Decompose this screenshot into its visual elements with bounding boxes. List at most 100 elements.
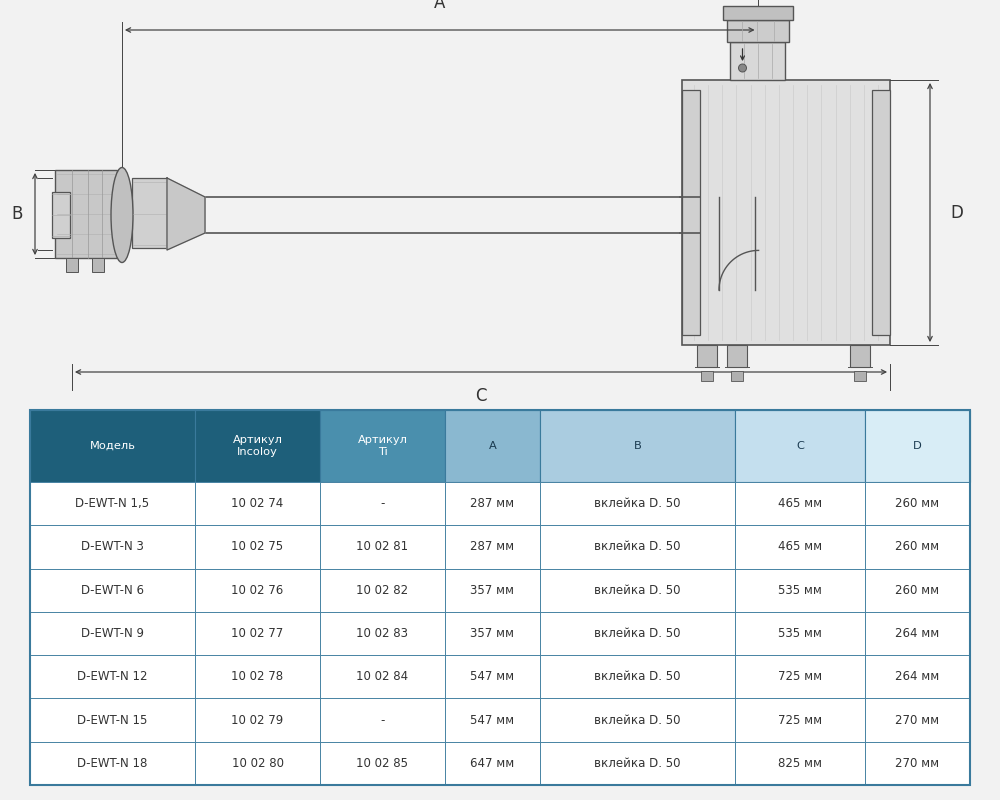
Text: 10 02 79: 10 02 79 xyxy=(231,714,284,726)
Bar xyxy=(445,655,540,698)
Text: 535 мм: 535 мм xyxy=(778,627,822,640)
Text: 260 мм: 260 мм xyxy=(895,584,940,597)
Text: Артикул
Incoloy: Артикул Incoloy xyxy=(232,435,283,457)
Bar xyxy=(30,569,195,612)
Text: 10 02 74: 10 02 74 xyxy=(231,497,284,510)
Bar xyxy=(445,410,540,482)
Text: A: A xyxy=(434,0,445,12)
Bar xyxy=(30,410,970,785)
Text: 260 мм: 260 мм xyxy=(895,497,940,510)
Bar xyxy=(865,410,970,482)
Text: D-EWT-N 9: D-EWT-N 9 xyxy=(81,627,144,640)
Text: вклейка D. 50: вклейка D. 50 xyxy=(594,584,681,597)
Text: D-EWT-N 18: D-EWT-N 18 xyxy=(77,757,148,770)
Text: 465 мм: 465 мм xyxy=(778,541,822,554)
Text: 270 мм: 270 мм xyxy=(895,714,940,726)
Bar xyxy=(195,410,320,482)
Text: 547 мм: 547 мм xyxy=(470,714,515,726)
Text: 357 мм: 357 мм xyxy=(470,584,514,597)
Text: 547 мм: 547 мм xyxy=(470,670,515,683)
Bar xyxy=(540,526,735,569)
Text: 725 мм: 725 мм xyxy=(778,670,822,683)
Text: 10 02 85: 10 02 85 xyxy=(356,757,408,770)
Text: D-EWT-N 6: D-EWT-N 6 xyxy=(81,584,144,597)
Bar xyxy=(320,655,445,698)
Bar xyxy=(701,371,713,381)
Bar xyxy=(320,526,445,569)
Bar xyxy=(735,698,865,742)
Bar xyxy=(132,178,167,248)
Bar xyxy=(445,482,540,526)
Text: B: B xyxy=(634,441,641,451)
Text: вклейка D. 50: вклейка D. 50 xyxy=(594,541,681,554)
Text: 264 мм: 264 мм xyxy=(895,627,940,640)
Bar xyxy=(735,410,865,482)
Text: C: C xyxy=(796,441,804,451)
Bar xyxy=(30,612,195,655)
Text: 357 мм: 357 мм xyxy=(470,627,514,640)
Bar xyxy=(730,42,785,80)
Text: -: - xyxy=(380,497,385,510)
Bar xyxy=(30,655,195,698)
Ellipse shape xyxy=(111,167,133,262)
Bar xyxy=(682,80,890,345)
Bar xyxy=(320,410,445,482)
Circle shape xyxy=(738,64,746,72)
Text: D: D xyxy=(913,441,922,451)
Bar xyxy=(445,698,540,742)
Text: D-EWT-N 3: D-EWT-N 3 xyxy=(81,541,144,554)
Text: 270 мм: 270 мм xyxy=(895,757,940,770)
Text: 647 мм: 647 мм xyxy=(470,757,515,770)
Bar xyxy=(682,90,700,335)
Bar xyxy=(865,569,970,612)
Bar xyxy=(195,655,320,698)
Bar xyxy=(540,698,735,742)
Text: D-EWT-N 12: D-EWT-N 12 xyxy=(77,670,148,683)
Bar xyxy=(726,20,788,42)
Text: 10 02 77: 10 02 77 xyxy=(231,627,284,640)
Bar xyxy=(30,698,195,742)
Bar xyxy=(540,482,735,526)
Bar xyxy=(320,698,445,742)
Bar xyxy=(445,612,540,655)
Bar xyxy=(66,258,78,272)
Bar xyxy=(865,742,970,785)
Bar xyxy=(735,482,865,526)
Bar xyxy=(195,698,320,742)
Text: 725 мм: 725 мм xyxy=(778,714,822,726)
Bar xyxy=(320,569,445,612)
Bar xyxy=(735,569,865,612)
Bar xyxy=(445,526,540,569)
Text: вклейка D. 50: вклейка D. 50 xyxy=(594,757,681,770)
Bar xyxy=(735,612,865,655)
Text: 287 мм: 287 мм xyxy=(470,497,515,510)
Text: вклейка D. 50: вклейка D. 50 xyxy=(594,627,681,640)
Bar xyxy=(445,569,540,612)
Text: 10 02 81: 10 02 81 xyxy=(356,541,409,554)
Text: 465 мм: 465 мм xyxy=(778,497,822,510)
Bar xyxy=(320,612,445,655)
Bar xyxy=(30,482,195,526)
Text: 10 02 83: 10 02 83 xyxy=(356,627,408,640)
Bar xyxy=(55,170,117,258)
Bar xyxy=(865,698,970,742)
Bar xyxy=(735,655,865,698)
Bar xyxy=(540,742,735,785)
Text: D-EWT-N 1,5: D-EWT-N 1,5 xyxy=(75,497,150,510)
Text: вклейка D. 50: вклейка D. 50 xyxy=(594,714,681,726)
Bar xyxy=(731,371,743,381)
Text: 10 02 75: 10 02 75 xyxy=(231,541,284,554)
Bar xyxy=(735,526,865,569)
Text: 10 02 78: 10 02 78 xyxy=(231,670,284,683)
Bar xyxy=(872,90,890,335)
Text: D: D xyxy=(950,203,963,222)
Text: 825 мм: 825 мм xyxy=(778,757,822,770)
Bar xyxy=(735,742,865,785)
Bar xyxy=(195,742,320,785)
Text: D-EWT-N 15: D-EWT-N 15 xyxy=(77,714,148,726)
Text: B: B xyxy=(11,205,23,223)
Bar xyxy=(850,345,870,367)
Bar xyxy=(540,655,735,698)
Bar xyxy=(30,742,195,785)
Bar xyxy=(540,410,735,482)
